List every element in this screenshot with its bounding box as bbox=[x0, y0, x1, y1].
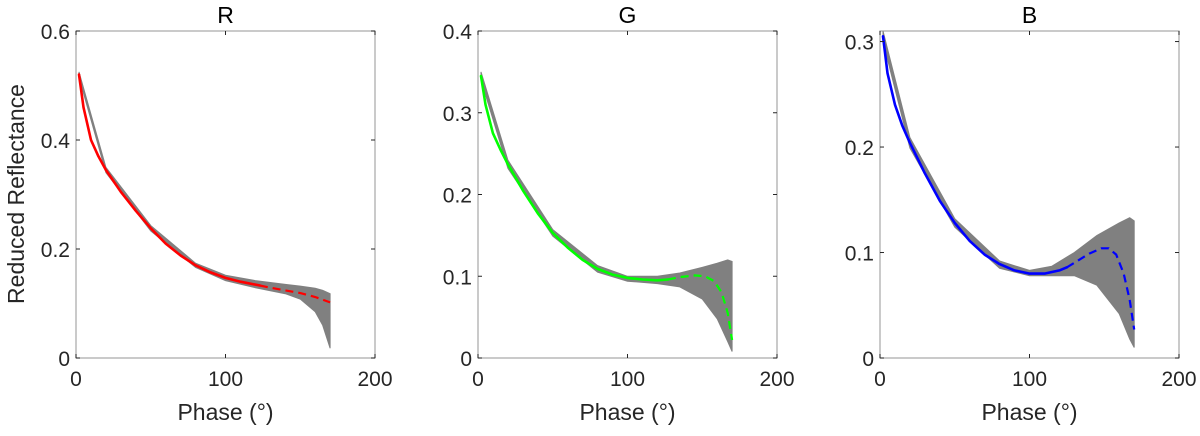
ensemble-band bbox=[78, 71, 331, 349]
y-tick-label: 0.4 bbox=[443, 21, 473, 44]
x-tick-label: 0 bbox=[874, 368, 886, 391]
x-tick-label: 100 bbox=[1012, 368, 1047, 391]
fit-line-solid bbox=[77, 73, 262, 287]
x-axis-label: Phase (°) bbox=[981, 399, 1077, 425]
x-tick-label: 0 bbox=[472, 368, 484, 391]
y-tick-label: 0.6 bbox=[41, 21, 70, 44]
y-tick-label: 0.1 bbox=[443, 266, 472, 289]
y-tick-label: 0 bbox=[862, 348, 874, 371]
x-axis-label: Phase (°) bbox=[177, 399, 273, 425]
y-tick-label: 0.3 bbox=[443, 103, 472, 126]
y-tick-label: 0.4 bbox=[41, 130, 71, 153]
fit-line-solid bbox=[881, 34, 1069, 275]
x-tick-label: 200 bbox=[1161, 368, 1196, 391]
panel-b: 0 100 200 0 0.1 0.2 0.3 B Phase (°) bbox=[845, 2, 1197, 425]
fit-line-dashed bbox=[1066, 247, 1136, 330]
x-tick-label: 200 bbox=[759, 368, 794, 391]
y-tick-label: 0.2 bbox=[845, 137, 874, 160]
x-tick-label: 200 bbox=[357, 368, 392, 391]
x-axis-label: Phase (°) bbox=[579, 399, 675, 425]
panel-title: G bbox=[619, 2, 637, 28]
x-tick-label: 100 bbox=[208, 368, 243, 391]
panel-r: 0 100 200 0 0.2 0.4 0.6 R Phase (°) bbox=[41, 2, 393, 425]
panel-title: R bbox=[217, 2, 234, 28]
y-axis-label: Reduced Reflectance bbox=[3, 84, 29, 304]
y-tick-label: 0.1 bbox=[845, 243, 874, 266]
ensemble-band bbox=[882, 30, 1135, 348]
x-tick-label: 0 bbox=[70, 368, 82, 391]
y-tick-label: 0 bbox=[460, 348, 472, 371]
ensemble-band bbox=[480, 71, 733, 352]
panel-g: 0 100 200 0 0.1 0.2 0.3 0.4 G Phase (°) bbox=[443, 2, 795, 425]
fit-line-dashed bbox=[667, 274, 734, 341]
panel-title: B bbox=[1022, 2, 1037, 28]
y-tick-label: 0.3 bbox=[845, 32, 874, 55]
y-tick-label: 0 bbox=[58, 348, 70, 371]
x-tick-label: 100 bbox=[610, 368, 645, 391]
fit-line-dashed bbox=[259, 284, 331, 304]
fit-line-solid bbox=[479, 74, 670, 282]
y-tick-label: 0.2 bbox=[41, 239, 70, 262]
y-tick-label: 0.2 bbox=[443, 185, 472, 208]
